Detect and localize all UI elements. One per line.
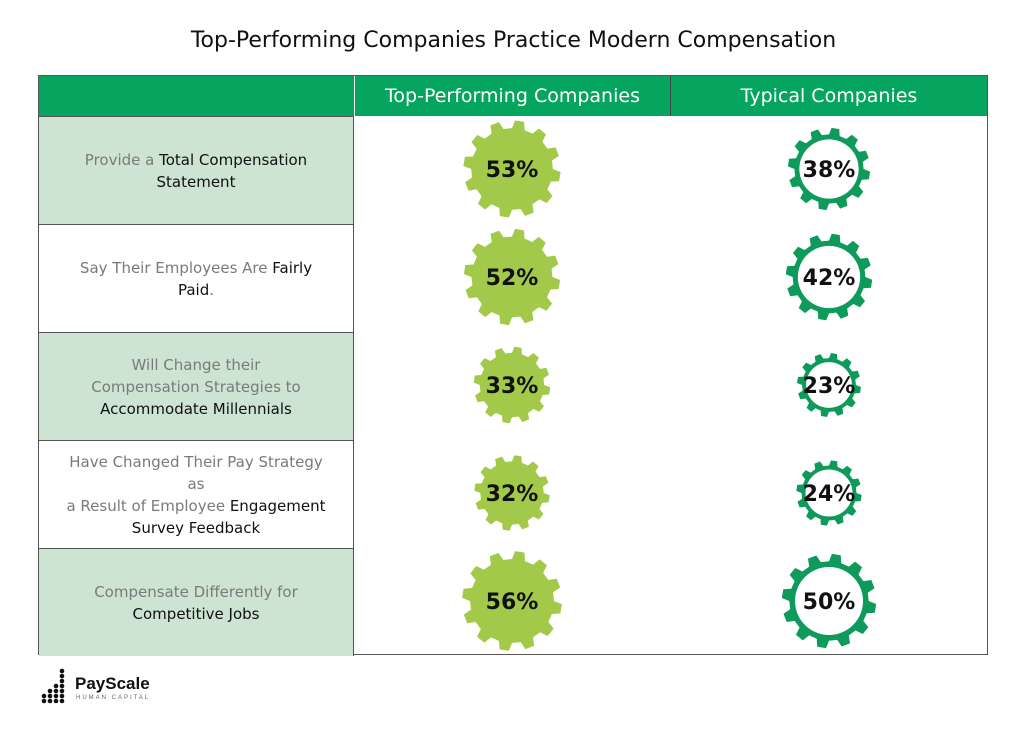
row-label-segment: a Result of Employee (66, 496, 230, 515)
row-label-line: Survey Feedback (61, 517, 331, 539)
row-label-line: a Result of Employee Engagement (61, 495, 331, 517)
row-label: Provide a Total Compensation Statement (39, 116, 354, 224)
row-label-line: Have Changed Their Pay Strategy as (61, 451, 331, 495)
row-label-emphasis: Paid (177, 280, 210, 299)
row-label-emphasis: Total Compensation (159, 150, 308, 169)
row-label: Will Change their Compensation Strategies… (39, 332, 354, 440)
row-label-segment: Say Their Employees Are (79, 258, 273, 277)
row-label-text: Will Change their Compensation Strategies… (91, 354, 300, 420)
payscale-dots-icon (41, 668, 65, 704)
row-label-text: Say Their Employees Are Fairly Paid. (80, 257, 312, 301)
row-label: Have Changed Their Pay Strategy as a Resu… (39, 440, 354, 548)
row-label-line: Provide a Total Compensation (85, 149, 307, 171)
row-label: Say Their Employees Are Fairly Paid. (39, 224, 354, 332)
row-label-emphasis: Fairly (272, 258, 313, 277)
header-blank-cell (39, 76, 354, 116)
comparison-table: Top-Performing Companies Typical Compani… (38, 75, 988, 656)
chart-title: Top-Performing Companies Practice Modern… (190, 28, 837, 53)
row-label-emphasis: Accommodate Millennials (100, 399, 292, 418)
logo-subtitle: HUMAN CAPITAL (76, 695, 151, 701)
row-label-text: Compensate Differently for Competitive Jo… (94, 581, 298, 625)
row-label-emphasis: Engagement (229, 496, 326, 515)
header-typical: Typical Companies (671, 76, 987, 116)
row-label-line: Compensation Strategies to (91, 376, 300, 398)
row-label-segment: Compensate Differently for (94, 582, 298, 601)
row-label-line: Say Their Employees Are Fairly (80, 257, 312, 279)
row-label-segment: Will Change their (131, 355, 261, 374)
row-label-line: Paid. (80, 279, 312, 301)
row-label: Compensate Differently for Competitive Jo… (39, 548, 354, 656)
header-top-performing: Top-Performing Companies (354, 76, 671, 116)
row-label-segment: . (209, 280, 215, 299)
row-label-line: Statement (85, 171, 307, 193)
row-label-segment: Provide a (84, 150, 160, 169)
row-label-line: Compensate Differently for (94, 581, 298, 603)
row-label-segment: Compensation Strategies to (91, 377, 301, 396)
row-label-text: Have Changed Their Pay Strategy as a Resu… (61, 451, 331, 539)
row-label-segment: Have Changed Their Pay Strategy as (69, 452, 323, 493)
row-label-emphasis: Statement (156, 172, 236, 191)
row-label-emphasis: Survey Feedback (131, 518, 261, 537)
row-label-line: Competitive Jobs (94, 603, 298, 625)
row-label-text: Provide a Total Compensation Statement (85, 149, 307, 193)
logo-name: PayScale (75, 674, 150, 693)
payscale-logo: PayScale HUMAN CAPITAL (40, 668, 180, 708)
row-label-line: Accommodate Millennials (91, 398, 300, 420)
row-label-emphasis: Competitive Jobs (132, 604, 260, 623)
row-label-line: Will Change their (91, 354, 300, 376)
